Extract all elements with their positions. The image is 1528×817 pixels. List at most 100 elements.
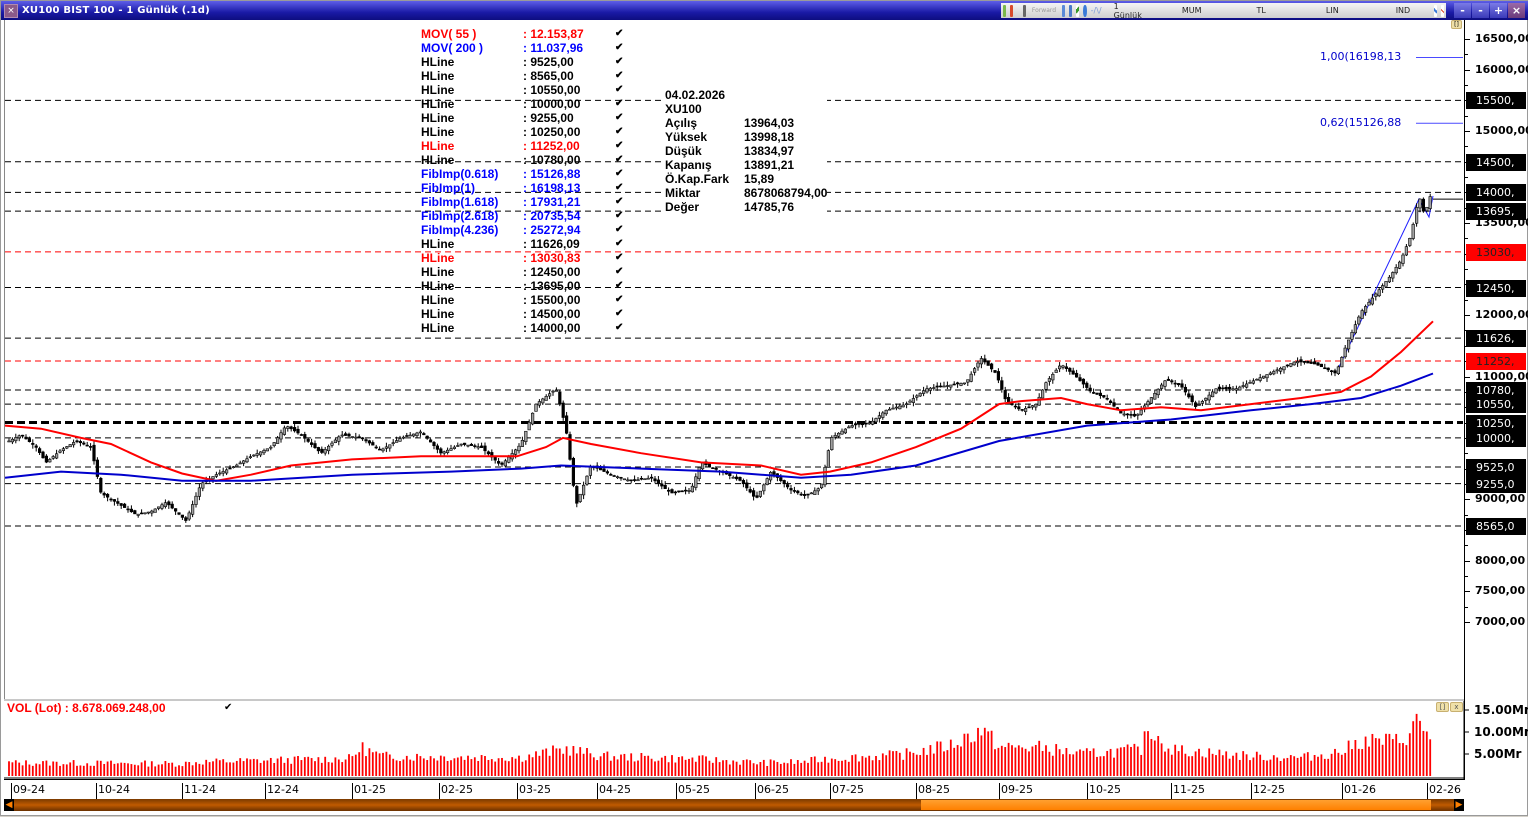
hline-price-tag: 13030, — [1466, 243, 1526, 261]
maximize-button[interactable]: + — [1490, 3, 1507, 18]
check-icon[interactable]: ✔ — [615, 112, 624, 123]
info-value: 13964,03 — [744, 116, 795, 130]
info-row: Yüksek 13998,18 — [665, 130, 827, 144]
check-icon[interactable]: ✔ — [615, 252, 624, 263]
indicator-selector[interactable]: IND — [1395, 6, 1411, 15]
check-icon[interactable]: ✔ — [615, 322, 624, 333]
indicator-icon[interactable]: -/\/ — [1090, 6, 1102, 15]
legend-value: : 10550,00 — [523, 83, 581, 97]
period-selector[interactable]: 1 Günlük — [1113, 1, 1142, 20]
info-value: 13891,21 — [744, 158, 795, 172]
hline-price-tag: 8565,0 — [1466, 517, 1526, 535]
restore-button[interactable]: - — [1472, 3, 1489, 18]
forward-button[interactable]: Forward — [1031, 7, 1057, 14]
chart-icon[interactable] — [1069, 4, 1073, 17]
portfolio-icon[interactable] — [1010, 4, 1014, 17]
currency-selector[interactable]: TL — [1256, 6, 1266, 15]
info-row: Kapanış 13891,21 — [665, 158, 827, 172]
volume-close-button[interactable]: x — [1450, 702, 1463, 712]
axis-tick — [1465, 299, 1468, 301]
hline-price-tag: 10550, — [1466, 396, 1526, 414]
check-icon[interactable]: ✔ — [615, 210, 624, 221]
legend-row: HLine: 9255,00 ✔ — [421, 111, 625, 125]
check-icon[interactable]: ✔ — [615, 238, 624, 249]
close-window-button[interactable]: × — [1508, 3, 1525, 18]
check-icon[interactable]: ✔ — [615, 168, 624, 179]
legend-value: : 12.153,87 — [523, 27, 584, 41]
scale-selector[interactable]: LIN — [1325, 6, 1339, 15]
scroll-left-icon[interactable]: ◀ — [4, 799, 14, 811]
axis-tick — [1465, 115, 1468, 117]
tools-icon[interactable] — [1440, 4, 1444, 17]
legend-name: FibImp(0.618) — [421, 167, 499, 181]
price-chart-canvas[interactable] — [1, 1, 1464, 701]
hline-price-tag: 9255,0 — [1466, 475, 1526, 493]
expand-arrow-icon[interactable] — [1434, 4, 1437, 17]
hline-price-tag: 12450, — [1466, 279, 1526, 297]
check-icon[interactable]: ✔ — [615, 28, 624, 39]
time-axis-label: 10-24 — [96, 783, 130, 799]
pencil-icon[interactable] — [1076, 4, 1080, 17]
scroll-thumb[interactable] — [921, 800, 1431, 810]
legend-row: MOV( 200 ): 11.037,96 ✔ — [421, 41, 625, 55]
info-key: Kapanış — [665, 158, 712, 172]
check-icon[interactable]: ✔ — [615, 280, 624, 291]
info-date: 04.02.2026 — [665, 88, 726, 102]
legend-row: HLine: 14000,00 ✔ — [421, 321, 625, 335]
panel-divider[interactable] — [4, 699, 1464, 701]
legend-name: HLine — [421, 97, 455, 111]
scroll-right-icon[interactable]: ▶ — [1454, 799, 1464, 811]
axis-tick — [1465, 545, 1468, 547]
check-icon[interactable]: ✔ — [615, 154, 624, 165]
legend-row: HLine: 10250,00 ✔ — [421, 125, 625, 139]
time-axis-label: 02-25 — [439, 783, 473, 799]
calendar-icon[interactable] — [1062, 4, 1066, 17]
hline-price-tag: 14500, — [1466, 153, 1526, 171]
check-icon[interactable]: ✔ — [615, 140, 624, 151]
legend-name: HLine — [421, 279, 455, 293]
hline-price-tag: 15500, — [1466, 92, 1526, 110]
check-icon[interactable]: ✔ — [615, 84, 624, 95]
info-value: 15,89 — [744, 172, 775, 186]
check-icon[interactable]: ✔ — [615, 308, 624, 319]
check-icon[interactable]: ✔ — [615, 56, 624, 67]
minimize-button[interactable]: - — [1454, 3, 1471, 18]
check-icon[interactable]: ✔ — [615, 126, 624, 137]
legend-value: : 13695,00 — [523, 279, 581, 293]
window-icon[interactable] — [1023, 4, 1026, 17]
axis-label: 16500,00 — [1475, 32, 1528, 45]
check-icon[interactable]: ✔ — [615, 70, 624, 81]
time-axis-label: 03-25 — [517, 783, 551, 799]
legend-value: : 14500,00 — [523, 307, 581, 321]
check-icon[interactable]: ✔ — [615, 196, 624, 207]
legend-row: HLine: 9525,00 ✔ — [421, 55, 625, 69]
check-icon[interactable]: ✔ — [615, 42, 624, 53]
close-icon[interactable]: × — [4, 3, 18, 18]
check-icon[interactable]: ✔ — [615, 182, 624, 193]
price-axis[interactable]: 16500,00 16000,00 15000,00 13500,00 12000,00… — [1464, 20, 1528, 780]
axis-tick — [1465, 560, 1470, 562]
symbol-icon[interactable] — [1003, 4, 1007, 17]
legend-value: : 9255,00 — [523, 111, 574, 125]
chart-type-selector[interactable]: MUM — [1181, 6, 1202, 15]
volume-maximize-button[interactable]: [] — [1436, 702, 1449, 712]
info-row: Ö.Kap.Fark 15,89 — [665, 172, 827, 186]
hline-price-tag: 10780, — [1466, 382, 1526, 400]
volume-check-icon[interactable]: ✔ — [224, 702, 233, 713]
panel-resize-button[interactable]: [] — [1451, 20, 1462, 29]
check-icon[interactable]: ✔ — [615, 266, 624, 277]
axis-label: 9000,00 — [1475, 492, 1526, 506]
legend-row: HLine: 10000,00 ✔ — [421, 97, 625, 111]
time-scrollbar[interactable]: ◀ ▶ — [4, 799, 1464, 811]
check-icon[interactable]: ✔ — [615, 98, 624, 109]
crosshair-icon[interactable] — [1083, 4, 1087, 17]
legend-row: HLine: 12450,00 ✔ — [421, 265, 625, 279]
time-axis-label: 12-25 — [1251, 783, 1285, 799]
check-icon[interactable]: ✔ — [615, 294, 624, 305]
time-axis-label: 08-25 — [916, 783, 950, 799]
axis-tick — [1465, 376, 1470, 378]
axis-tick — [1465, 131, 1470, 133]
check-icon[interactable]: ✔ — [615, 224, 624, 235]
legend-value: : 14000,00 — [523, 321, 581, 335]
